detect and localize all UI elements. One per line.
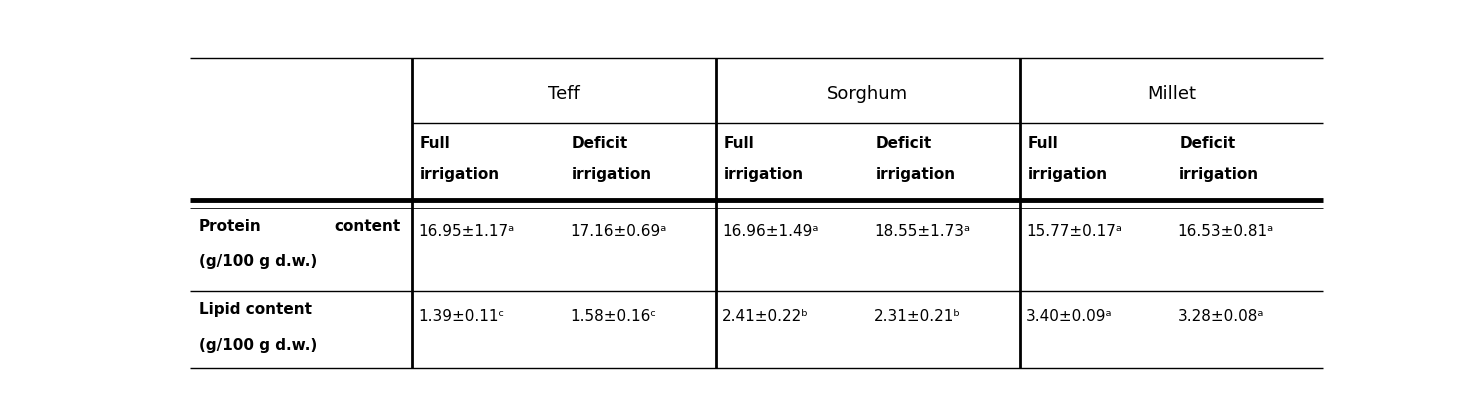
Text: irrigation: irrigation [420,167,501,182]
Text: 17.16±0.69ᵃ: 17.16±0.69ᵃ [570,224,667,239]
Text: Protein: Protein [199,219,262,234]
Text: (g/100 g d.w.): (g/100 g d.w.) [199,254,317,269]
Text: 2.31±0.21ᵇ: 2.31±0.21ᵇ [873,309,960,324]
Text: 2.41±0.22ᵇ: 2.41±0.22ᵇ [722,309,809,324]
Text: Lipid content: Lipid content [199,303,312,318]
Text: 18.55±1.73ᵃ: 18.55±1.73ᵃ [873,224,971,239]
Text: (g/100 g d.w.): (g/100 g d.w.) [199,338,317,353]
Text: content: content [334,219,401,234]
Text: irrigation: irrigation [875,167,956,182]
Text: Full: Full [420,136,451,151]
Text: Full: Full [723,136,754,151]
Text: 3.28±0.08ᵃ: 3.28±0.08ᵃ [1177,309,1264,324]
Text: 1.58±0.16ᶜ: 1.58±0.16ᶜ [570,309,657,324]
Text: Teff: Teff [548,85,580,103]
Text: Deficit: Deficit [1180,136,1236,151]
Text: 16.95±1.17ᵃ: 16.95±1.17ᵃ [418,224,514,239]
Text: 3.40±0.09ᵃ: 3.40±0.09ᵃ [1025,309,1112,324]
Text: irrigation: irrigation [572,167,653,182]
Text: Full: Full [1027,136,1058,151]
Text: 16.53±0.81ᵃ: 16.53±0.81ᵃ [1177,224,1274,239]
Text: 15.77±0.17ᵃ: 15.77±0.17ᵃ [1025,224,1122,239]
Text: Deficit: Deficit [875,136,932,151]
Text: 16.96±1.49ᵃ: 16.96±1.49ᵃ [722,224,819,239]
Text: Sorghum: Sorghum [828,85,909,103]
Text: Deficit: Deficit [572,136,627,151]
Text: irrigation: irrigation [1027,167,1108,182]
Text: 1.39±0.11ᶜ: 1.39±0.11ᶜ [418,309,505,324]
Text: irrigation: irrigation [1180,167,1259,182]
Text: Millet: Millet [1147,85,1196,103]
Text: irrigation: irrigation [723,167,804,182]
